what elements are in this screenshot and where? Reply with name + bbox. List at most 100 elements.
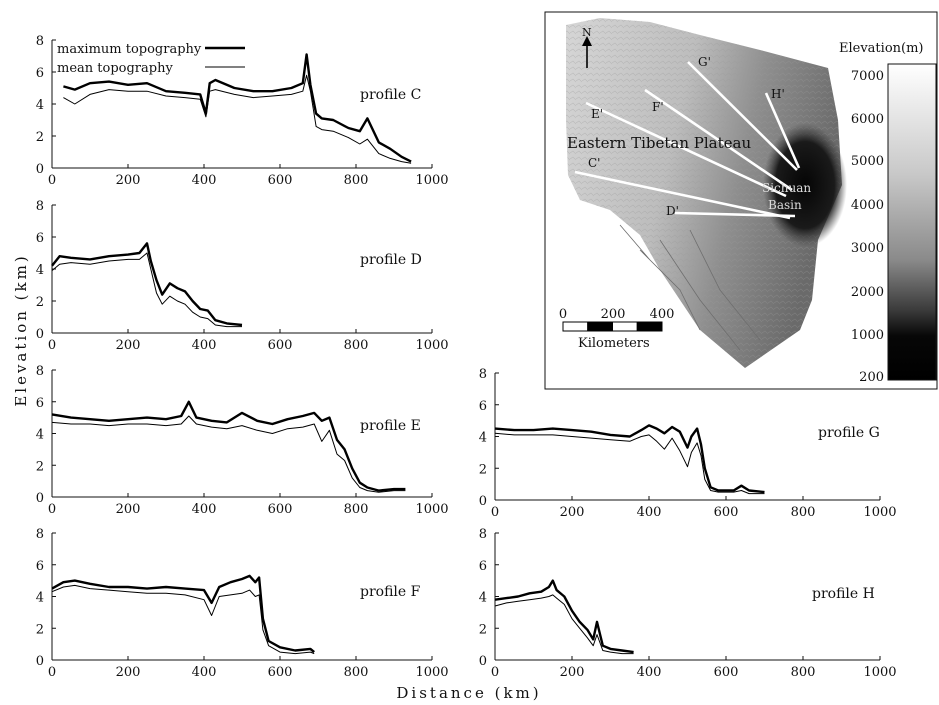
profile-g-title: profile G bbox=[818, 425, 880, 441]
scalebar-segment bbox=[612, 321, 638, 332]
legend-mean-topography-label: mean topography bbox=[57, 61, 173, 76]
profile-d-ytick-label: 2 bbox=[36, 295, 44, 310]
profile-h-xtick-label: 600 bbox=[714, 665, 739, 680]
profile-f-ytick-label: 6 bbox=[36, 559, 44, 574]
panel-profile-g: 0 2 4 6 8 0 200 400 600 800 1000 profile G bbox=[479, 367, 897, 520]
profile-d-xtick-label: 600 bbox=[268, 338, 293, 353]
profile-f-xtick-label: 800 bbox=[344, 665, 369, 680]
map-profile-label-e: E' bbox=[591, 107, 603, 121]
profile-c-xtick-label: 200 bbox=[116, 173, 141, 188]
map-profile-line-e bbox=[585, 101, 787, 198]
profile-d-ytick-label: 6 bbox=[36, 231, 44, 246]
profile-e-ytick-label: 2 bbox=[36, 459, 44, 474]
panel-profile-f: 0 2 4 6 8 0 200 400 600 800 1000 profile F bbox=[36, 527, 449, 680]
profile-c-xtick-label: 800 bbox=[344, 173, 369, 188]
map-profile-label-f: F' bbox=[652, 100, 664, 114]
scalebar-tick-0: 0 bbox=[559, 307, 567, 322]
colorbar-tick-7000: 7000 bbox=[851, 69, 884, 84]
north-arrow-label: N bbox=[582, 26, 592, 39]
profile-d-title: profile D bbox=[360, 252, 422, 268]
profile-e-title: profile E bbox=[360, 418, 421, 434]
profile-c-title: profile C bbox=[360, 87, 421, 103]
colorbar-title: Elevation(m) bbox=[839, 41, 924, 56]
axis-labels: Elevation (km) Distance (km) bbox=[12, 253, 539, 702]
profile-h-xtick-label: 400 bbox=[637, 665, 662, 680]
profile-e-xtick-label: 1000 bbox=[415, 502, 448, 517]
legend: maximum topography mean topography bbox=[57, 42, 245, 76]
panel-profile-c: 0 2 4 6 8 0 200 400 600 800 1000 profile C bbox=[36, 34, 449, 188]
profile-d-ytick-label: 4 bbox=[36, 263, 44, 278]
profile-g-maximum-topography-line bbox=[494, 424, 765, 494]
profile-c-xtick-label: 1000 bbox=[415, 173, 448, 188]
map-basin-label-2: Basin bbox=[768, 198, 802, 212]
map-profile-line-d bbox=[674, 211, 796, 218]
profile-c-ytick-label: 0 bbox=[36, 162, 44, 177]
profile-g-ytick-label: 8 bbox=[479, 367, 487, 382]
profile-e-xtick-label: 200 bbox=[116, 502, 141, 517]
profile-d-xtick-label: 800 bbox=[344, 338, 369, 353]
profile-c-ytick-label: 8 bbox=[36, 34, 44, 49]
profile-g-xtick-label: 0 bbox=[491, 505, 499, 520]
profile-e-ytick-label: 0 bbox=[36, 491, 44, 506]
panel-profile-d: 0 2 4 6 8 0 200 400 600 800 1000 profile D bbox=[36, 199, 449, 353]
profile-h-mean-topography-line bbox=[494, 594, 634, 655]
profile-h-ytick-label: 4 bbox=[479, 591, 487, 606]
map-profile-label-d: D' bbox=[666, 204, 679, 218]
scalebar-unit: Kilometers bbox=[578, 336, 650, 351]
colorbar-tick-200: 200 bbox=[859, 370, 884, 385]
legend-maximum-topography-label: maximum topography bbox=[57, 42, 202, 57]
panel-profile-e: 0 2 4 6 8 0 200 400 600 800 1000 profile E bbox=[36, 364, 449, 517]
profile-h-ytick-label: 2 bbox=[479, 622, 487, 637]
map-profile-label-c: C' bbox=[588, 156, 600, 170]
profile-c-maximum-topography-line bbox=[63, 53, 412, 163]
profile-g-ytick-label: 6 bbox=[479, 399, 487, 414]
profile-f-ytick-label: 4 bbox=[36, 591, 44, 606]
profile-f-title: profile F bbox=[360, 584, 421, 600]
profile-f-xtick-label: 600 bbox=[268, 665, 293, 680]
profile-d-mean-topography-line bbox=[51, 252, 242, 328]
colorbar-tick-1000: 1000 bbox=[851, 328, 884, 343]
profile-c-xtick-label: 600 bbox=[268, 173, 293, 188]
map-profile-line-f bbox=[644, 88, 793, 192]
profile-e-ytick-label: 4 bbox=[36, 428, 44, 443]
profile-c-ytick-label: 4 bbox=[36, 98, 44, 113]
scalebar-tick-200: 200 bbox=[601, 307, 626, 322]
profile-e-xtick-label: 400 bbox=[192, 502, 217, 517]
profile-f-xtick-label: 400 bbox=[192, 665, 217, 680]
colorbar-tick-4000: 4000 bbox=[851, 198, 884, 213]
scalebar-segment bbox=[562, 321, 589, 332]
map-terrain-texture bbox=[566, 18, 842, 368]
profile-e-mean-topography-line bbox=[51, 415, 406, 493]
profile-g-xtick-label: 200 bbox=[560, 505, 585, 520]
profile-h-ytick-label: 8 bbox=[479, 527, 487, 542]
profile-f-ytick-label: 2 bbox=[36, 622, 44, 637]
profile-d-ytick-label: 0 bbox=[36, 327, 44, 342]
scalebar-tick-400: 400 bbox=[650, 307, 675, 322]
colorbar-ramp bbox=[887, 63, 937, 381]
profile-g-xtick-label: 800 bbox=[791, 505, 816, 520]
colorbar-tick-2000: 2000 bbox=[851, 285, 884, 300]
profile-h-title: profile H bbox=[812, 586, 875, 602]
map-drainage bbox=[619, 224, 761, 351]
profile-d-xtick-label: 1000 bbox=[415, 338, 448, 353]
profile-h-xtick-label: 1000 bbox=[863, 665, 896, 680]
scalebar-segment bbox=[636, 321, 663, 332]
profile-g-xtick-label: 600 bbox=[714, 505, 739, 520]
profile-c-mean-topography-line bbox=[63, 74, 412, 164]
profile-e-ytick-label: 8 bbox=[36, 364, 44, 379]
profile-e-ytick-label: 6 bbox=[36, 396, 44, 411]
profile-d-xtick-label: 0 bbox=[48, 338, 56, 353]
profile-f-mean-topography-line bbox=[51, 584, 315, 655]
colorbar-tick-3000: 3000 bbox=[851, 241, 884, 256]
map-profile-label-h: H' bbox=[771, 87, 785, 101]
colorbar-tick-5000: 5000 bbox=[851, 154, 884, 169]
inset-map: C' D' E' F' G' H' Eastern Tibetan Plateau Sichu… bbox=[544, 11, 938, 390]
profile-c-ytick-label: 6 bbox=[36, 66, 44, 81]
panel-profile-h: 0 2 4 6 8 0 200 400 600 800 1000 profile H bbox=[479, 527, 897, 680]
profile-g-ytick-label: 0 bbox=[479, 494, 487, 509]
profile-e-maximum-topography-line bbox=[51, 400, 406, 492]
profile-f-xtick-label: 0 bbox=[48, 665, 56, 680]
profile-g-xtick-label: 400 bbox=[637, 505, 662, 520]
profile-c-xtick-label: 400 bbox=[192, 173, 217, 188]
y-axis-title: Elevation (km) bbox=[12, 253, 30, 406]
